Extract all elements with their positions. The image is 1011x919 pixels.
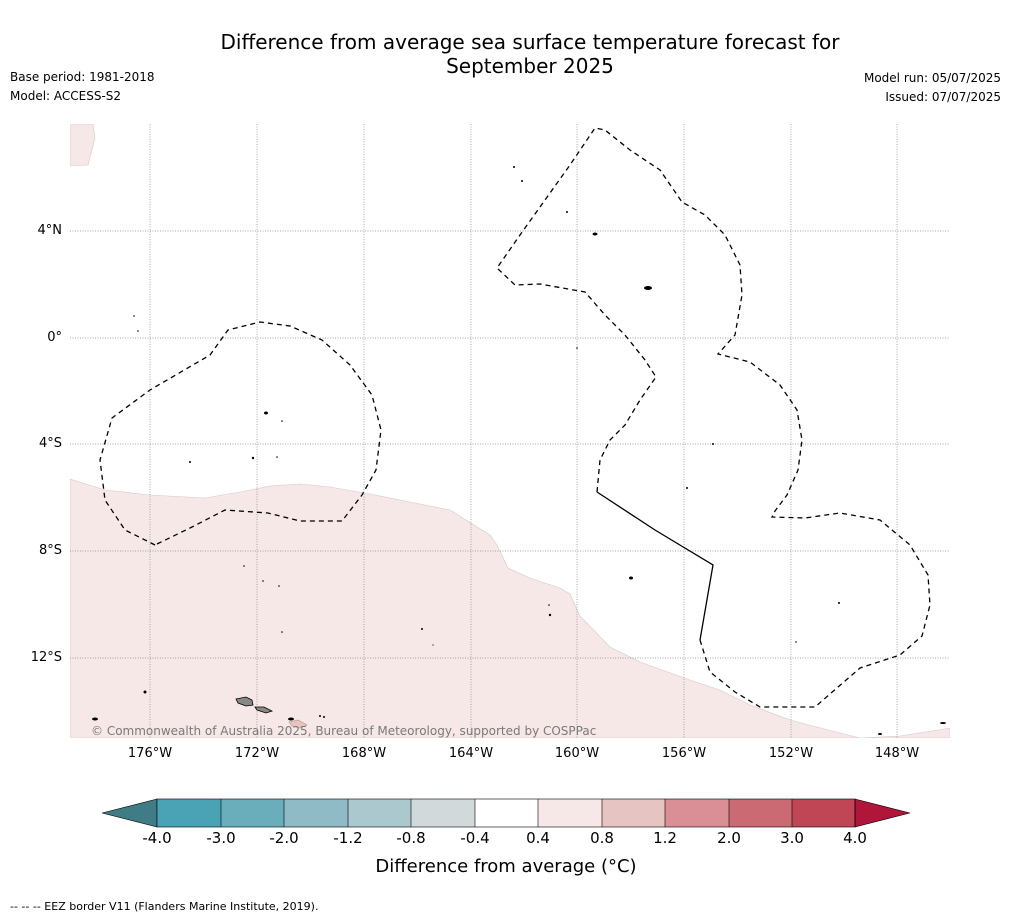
colorbar-tick: 1.2 [653,829,677,847]
model-text: Model: ACCESS-S2 [10,89,122,103]
island [712,443,714,445]
island [644,286,652,290]
island [548,604,550,606]
island [548,613,552,617]
colorbar-bin [729,799,792,827]
issued-text: Issued: 07/07/2025 [885,90,1001,104]
map-title: Difference from average sea surface temp… [150,30,910,78]
colorbar-tick: 3.0 [780,829,804,847]
title-line-2: September 2025 [446,54,614,78]
island [92,717,98,721]
island-tutuila [288,719,308,729]
island [576,347,578,349]
colorbar-tick: 4.0 [843,829,867,847]
island [281,631,283,633]
island [276,456,278,458]
island [189,461,191,463]
colorbar-title: Difference from average (°C) [375,856,637,877]
colorbar-tick: -0.4 [460,829,490,847]
lon-label-172w: 172°W [234,746,280,761]
lon-label-148w: 148°W [874,746,920,761]
colorbar-bin [221,799,284,827]
anomaly-region-warm-nw [70,124,96,167]
island [262,580,264,582]
eez-border-solid [596,491,714,641]
lon-label-176w: 176°W [127,746,173,761]
lat-label-4s: 4°S [38,436,62,451]
island [137,330,139,332]
lat-label-4n: 4°N [37,223,63,238]
lon-label-152w: 152°W [768,746,814,761]
colorbar-bin [348,799,411,827]
colorbar-tick: -2.0 [269,829,299,847]
island [795,641,797,643]
island [878,733,882,735]
lat-label-8s: 8°S [38,543,62,558]
colorbar-tick: -3.0 [206,829,236,847]
island [264,411,268,415]
island [323,716,325,718]
island [629,576,633,580]
colorbar-tick: 0.8 [590,829,614,847]
island [133,315,135,317]
colorbar-bin [792,799,855,827]
island [288,717,294,721]
copyright-text: © Commonwealth of Australia 2025, Bureau… [91,724,597,738]
island [278,585,280,587]
island [513,166,515,168]
colorbar-bin [475,799,538,827]
lon-label-156w: 156°W [661,746,707,761]
island [940,722,946,724]
colorbar-tick: -1.2 [333,829,363,847]
eez-border-tokelau [99,321,382,546]
model-run-text: Model run: 05/07/2025 [863,71,1001,85]
title-line-1: Difference from average sea surface temp… [220,30,840,54]
lon-label-164w: 164°W [448,746,494,761]
colorbar-bin [157,799,221,827]
island [838,602,840,604]
colorbar-extend-high [854,798,911,828]
island [592,232,598,236]
island [143,690,147,694]
island [421,628,423,630]
island [251,456,255,460]
lon-label-160w: 160°W [554,746,600,761]
anomaly-region-warm-east [859,727,950,738]
island [432,644,434,646]
colorbar-bin [284,799,348,827]
island [686,487,688,489]
colorbar-tick: 0.4 [526,829,550,847]
island [319,715,321,717]
lon-label-168w: 168°W [341,746,387,761]
colorbar-bin [411,799,475,827]
colorbar-tick: 2.0 [717,829,741,847]
colorbar-tick: -4.0 [142,829,172,847]
island-samoa-savaii [235,696,254,707]
island [243,565,245,567]
colorbar-extend-low [101,798,158,828]
colorbar-tick: -0.8 [396,829,426,847]
island [281,420,283,422]
metadata-right: Model run: 05/07/2025 Issued: 07/07/2025 [864,69,1001,107]
anomaly-region-warm [70,478,861,738]
islands [92,166,946,735]
base-period-text: Base period: 1981-2018 [10,70,155,84]
lat-label-12s: 12°S [30,650,62,665]
map-area [70,124,950,738]
eez-borders [99,127,931,708]
island [566,211,568,213]
metadata-left: Base period: 1981-2018 Model: ACCESS-S2 [10,68,155,106]
colorbar [101,798,911,828]
colorbar-bin [602,799,665,827]
lat-label-0: 0° [47,330,62,345]
footer-eez-note: -- -- -- EEZ border V11 (Flanders Marine… [10,900,319,913]
colorbar-bin [538,799,602,827]
island-samoa-upolu [254,706,274,714]
island [521,180,523,182]
gridlines [70,124,950,738]
colorbar-bin [665,799,729,827]
